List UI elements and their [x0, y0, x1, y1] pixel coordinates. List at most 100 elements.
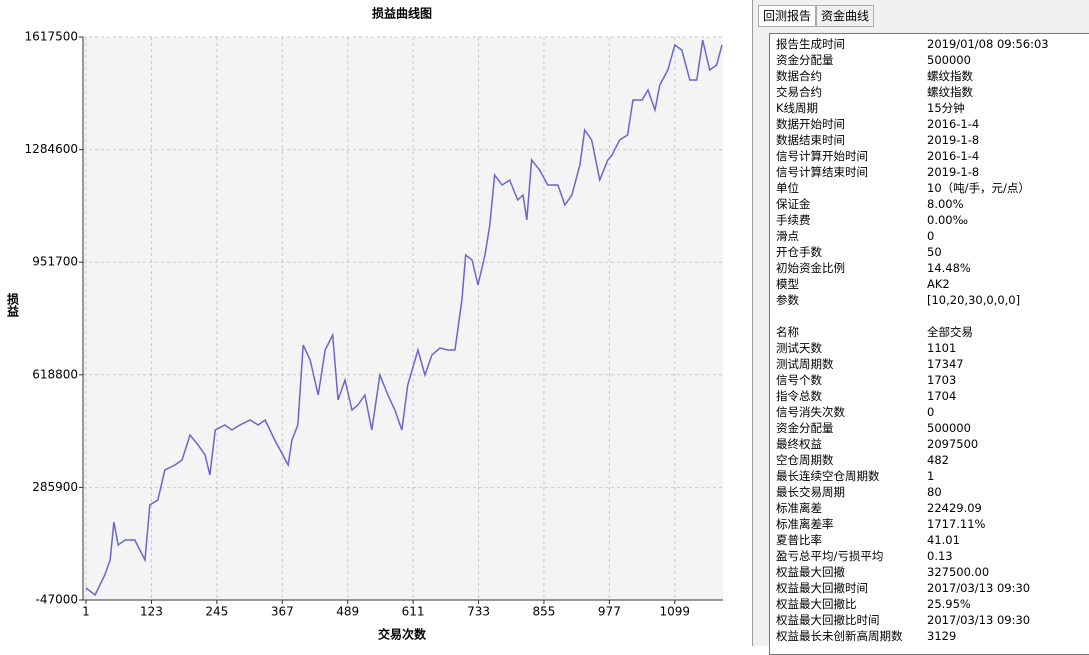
report-key: 交易合约 — [776, 85, 822, 99]
chart-title: 损益曲线图 — [372, 6, 432, 21]
x-tick-label: 367 — [271, 605, 294, 619]
y-tick-label: 1617500 — [25, 30, 78, 44]
x-tick-label: 855 — [533, 605, 556, 619]
report-key: 初始资金比例 — [776, 261, 845, 275]
report-value: 500000 — [927, 421, 971, 435]
report-value: 25.95% — [927, 597, 971, 611]
y-tick-label: 1284600 — [25, 142, 78, 156]
report-value: 2016-1-4 — [927, 149, 980, 163]
y-tick-label: 285900 — [32, 480, 78, 494]
series-line — [85, 39, 723, 597]
report-key: 权益最大回撤比时间 — [776, 613, 880, 627]
report-key: 测试周期数 — [776, 357, 834, 371]
report-key: 信号计算结束时间 — [776, 165, 868, 179]
report-key: 空仓周期数 — [776, 453, 834, 467]
report-key: 名称 — [776, 325, 799, 339]
report-panel: 回测报告 资金曲线 报告生成时间 2019/01/08 09:56:03 资金分配量… — [752, 0, 1089, 655]
x-tick-label: 1 — [82, 605, 90, 619]
chart: 损益曲线图 交易次数 损益 -4700028590061880095170012… — [6, 6, 723, 642]
report-value: 2016-1-4 — [927, 117, 980, 131]
y-tick-label: 951700 — [32, 255, 78, 269]
report-key: 权益最大回撤时间 — [776, 581, 868, 595]
report-value: 10（吨/手，元/点） — [927, 181, 1030, 195]
report-key: 单位 — [776, 181, 799, 195]
report-key: 权益最长未创新高周期数 — [776, 629, 903, 643]
report-value: 8.00% — [927, 197, 964, 211]
report-value: 2017/03/13 09:30 — [927, 613, 1031, 627]
report-key: 权益最大回撤 — [776, 565, 845, 579]
report-key: 数据开始时间 — [776, 117, 845, 131]
report-key: 报告生成时间 — [776, 37, 845, 51]
report-key: 滑点 — [776, 229, 799, 243]
report-key: 资金分配量 — [776, 421, 834, 435]
report-value: 1 — [927, 469, 935, 483]
report-table: 报告生成时间 2019/01/08 09:56:03 资金分配量 500000 数据合约… — [769, 33, 1089, 655]
report-value: 螺纹指数 — [927, 85, 973, 99]
report-key: 数据结束时间 — [776, 133, 845, 147]
report-value: 482 — [927, 453, 949, 467]
report-key: 信号个数 — [776, 373, 822, 387]
report-value: 0 — [927, 229, 935, 243]
report-key: 标准离差率 — [776, 517, 834, 531]
x-tick-label: 977 — [598, 605, 621, 619]
x-tick-label: 245 — [205, 605, 228, 619]
report-value: 15分钟 — [927, 101, 965, 115]
y-axis-label: 损益 — [6, 292, 20, 318]
report-value: 14.48% — [927, 261, 971, 275]
report-value: 2097500 — [927, 437, 979, 451]
report-key: 保证金 — [776, 197, 811, 211]
report-value: 螺纹指数 — [927, 69, 973, 83]
report-key: 手续费 — [776, 213, 811, 227]
report-key: 夏普比率 — [776, 533, 822, 547]
x-tick-label: 611 — [402, 605, 425, 619]
report-key: 权益最大回撤比 — [776, 597, 857, 611]
report-value: 17347 — [927, 357, 964, 371]
x-tick-label: 489 — [336, 605, 359, 619]
report-value: 500000 — [927, 53, 971, 67]
tab[interactable]: 资金曲线 — [816, 5, 875, 27]
report-value: 全部交易 — [927, 325, 973, 339]
report-value: AK2 — [927, 277, 950, 291]
report-value: 327500.00 — [927, 565, 990, 579]
tab[interactable]: 回测报告 — [758, 5, 817, 27]
report-key: 最终权益 — [776, 437, 822, 451]
report-value: 1704 — [927, 389, 957, 403]
report-value: 2019-1-8 — [927, 133, 980, 147]
report-value: 1717.11% — [927, 517, 986, 531]
report-key: 信号消失次数 — [776, 405, 845, 419]
report-key: K线周期 — [776, 101, 819, 115]
report-key: 数据合约 — [776, 69, 822, 83]
plot-area — [83, 37, 723, 600]
report-value: 2019/01/08 09:56:03 — [927, 37, 1049, 51]
y-tick-label: 618800 — [32, 367, 78, 381]
report-key: 指令总数 — [776, 389, 822, 403]
report-value: 0 — [927, 405, 935, 419]
report-value: [10,20,30,0,0,0] — [927, 293, 1021, 307]
report-key: 最长连续空仓周期数 — [776, 469, 880, 483]
report-value: 0.13 — [927, 549, 953, 563]
report-value: 0.00‰ — [927, 213, 969, 227]
x-tick-label: 1099 — [660, 605, 691, 619]
report-value: 50 — [927, 245, 942, 259]
x-tick-label: 733 — [467, 605, 490, 619]
report-key: 测试天数 — [776, 341, 822, 355]
report-value: 2017/03/13 09:30 — [927, 581, 1031, 595]
y-tick-label: -47000 — [35, 593, 78, 607]
report-key: 信号计算开始时间 — [776, 149, 868, 163]
report-value: 2019-1-8 — [927, 165, 980, 179]
report-key: 盈亏总平均/亏损平均 — [776, 549, 884, 563]
report-key: 模型 — [776, 277, 799, 291]
report-key: 最长交易周期 — [776, 485, 845, 499]
report-value: 1703 — [927, 373, 957, 387]
report-value: 22429.09 — [927, 501, 982, 515]
report-key: 参数 — [776, 293, 799, 307]
report-key: 资金分配量 — [776, 53, 834, 67]
x-tick-label: 123 — [140, 605, 163, 619]
report-key: 标准离差 — [776, 501, 822, 515]
report-value: 3129 — [927, 629, 957, 643]
report-key: 开仓手数 — [776, 245, 822, 259]
report-value: 1101 — [927, 341, 957, 355]
report-value: 80 — [927, 485, 942, 499]
x-axis-label: 交易次数 — [378, 627, 427, 642]
